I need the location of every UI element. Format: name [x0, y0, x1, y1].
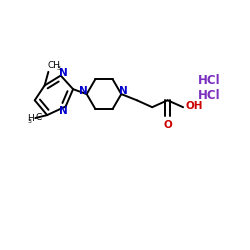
Text: HCl: HCl — [198, 89, 220, 102]
Text: N: N — [59, 68, 68, 78]
Text: C: C — [36, 113, 42, 122]
Text: N: N — [79, 86, 88, 96]
Text: 3: 3 — [28, 119, 32, 124]
Text: HCl: HCl — [198, 74, 220, 87]
Text: H: H — [28, 114, 34, 122]
Text: O: O — [163, 120, 172, 130]
Text: 3: 3 — [56, 66, 60, 71]
Text: N: N — [59, 106, 68, 117]
Text: N: N — [120, 86, 128, 96]
Text: CH: CH — [48, 61, 61, 70]
Text: OH: OH — [185, 102, 202, 112]
